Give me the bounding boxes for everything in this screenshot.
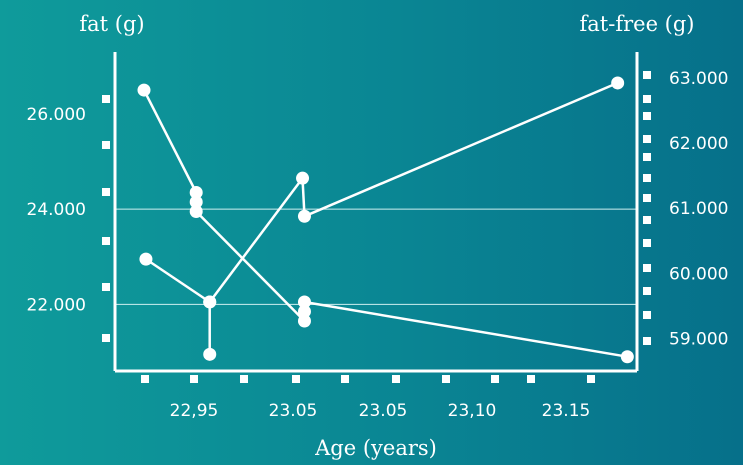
right-axis-tick <box>643 95 651 103</box>
series-2-point <box>203 347 217 361</box>
right-axis-tick <box>643 194 651 202</box>
y-right-tick-label: 59.000 <box>669 329 728 349</box>
series-1-point <box>137 83 151 97</box>
series-line-2 <box>145 81 619 356</box>
right-axis-tick <box>643 216 651 224</box>
tick-labels: 26.000 24.000 22.000 63.000 62.000 61.000 60.0… <box>27 69 729 421</box>
x-axis-tick <box>442 375 450 383</box>
series-2-point <box>297 209 311 223</box>
right-axis-tick <box>643 174 651 182</box>
y-left-tick-label: 22.000 <box>27 295 86 315</box>
right-axis-tick <box>643 239 651 247</box>
x-axis-tick <box>341 375 349 383</box>
series-2-point <box>296 171 310 185</box>
y-left-tick-label: 24.000 <box>27 200 86 220</box>
x-axis-tick <box>392 375 400 383</box>
series-2-point <box>203 295 217 309</box>
right-axis-tick <box>643 311 651 319</box>
x-axis-tick <box>240 375 248 383</box>
left-axis-tick <box>102 334 110 342</box>
x-axis-tick <box>587 375 595 383</box>
series-1-point <box>189 185 203 199</box>
y-left-tick-label: 26.000 <box>27 105 86 125</box>
series-1-point <box>189 205 203 218</box>
tick-marks <box>102 71 651 383</box>
x-axis-tick <box>527 375 535 383</box>
series-1-point <box>620 350 634 364</box>
x-axis-tick <box>292 375 300 383</box>
x-tick-label: 23.05 <box>359 401 408 421</box>
right-axis-tick <box>643 153 651 161</box>
left-axis-tick <box>102 141 110 149</box>
y-left-axis-title: fat (g) <box>79 12 144 36</box>
x-tick-label: 23.15 <box>542 401 591 421</box>
data-series <box>137 76 634 364</box>
right-axis-tick <box>643 287 651 295</box>
series-1-point <box>297 295 311 309</box>
left-axis-tick <box>102 95 110 103</box>
y-right-tick-label: 62.000 <box>669 134 728 154</box>
axes <box>113 52 639 373</box>
series-2-point <box>611 76 625 90</box>
right-axis-tick <box>643 71 651 79</box>
series-2-point <box>139 252 153 266</box>
series-1-point <box>297 304 311 318</box>
left-axis-tick <box>102 283 110 291</box>
series-line-1 <box>142 89 628 358</box>
y-right-axis-title: fat-free (g) <box>580 12 695 36</box>
x-axis-tick <box>141 375 149 383</box>
x-axis-tick <box>190 375 198 383</box>
y-right-tick-label: 61.000 <box>669 199 728 219</box>
x-axis-title: Age (years) <box>314 436 437 460</box>
right-axis-tick <box>643 337 651 345</box>
right-axis-tick <box>643 264 651 272</box>
left-axis-tick <box>102 237 110 245</box>
x-axis-tick <box>491 375 499 383</box>
series-1-point <box>189 195 203 209</box>
x-tick-label: 22,95 <box>170 401 219 421</box>
series-1-point <box>297 314 311 328</box>
x-tick-label: 23.05 <box>269 401 318 421</box>
right-axis-tick <box>643 135 651 143</box>
y-right-tick-label: 60.000 <box>669 264 728 284</box>
right-axis-tick <box>643 112 651 120</box>
y-right-tick-label: 63.000 <box>669 69 728 89</box>
left-axis-tick <box>102 188 110 196</box>
x-tick-label: 23,10 <box>448 401 497 421</box>
